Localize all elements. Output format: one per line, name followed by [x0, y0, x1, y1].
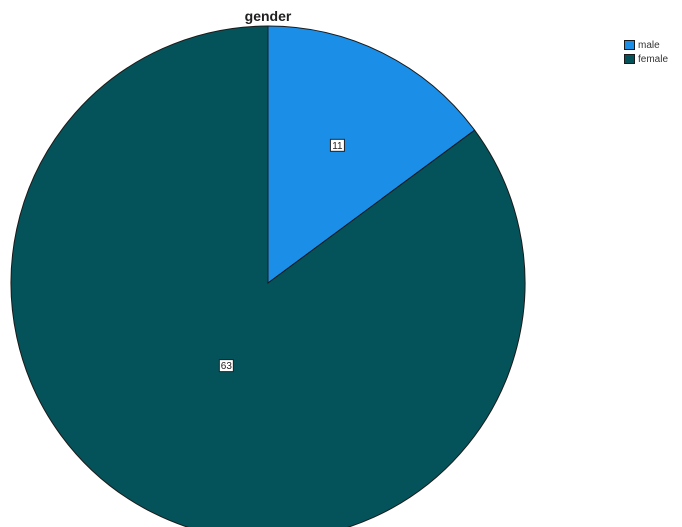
pie-slice-female: [10, 25, 526, 527]
data-label-male: 11: [329, 138, 345, 152]
legend: male female: [624, 38, 668, 66]
data-label-female: 63: [218, 359, 234, 373]
data-label-text-female: 63: [221, 361, 233, 372]
chart-title: gender: [244, 8, 292, 24]
data-label-box-female: [218, 359, 234, 373]
legend-swatch-male: [624, 40, 635, 50]
legend-item-male: male: [624, 38, 668, 52]
legend-label-female: female: [638, 53, 669, 65]
legend-label-male: male: [638, 39, 660, 51]
pie-slice-male: [267, 25, 476, 284]
data-label-box-male: [329, 138, 345, 152]
legend-item-female: female: [624, 52, 668, 66]
data-label-text-male: 11: [332, 141, 343, 152]
legend-swatch-female: [624, 54, 635, 64]
